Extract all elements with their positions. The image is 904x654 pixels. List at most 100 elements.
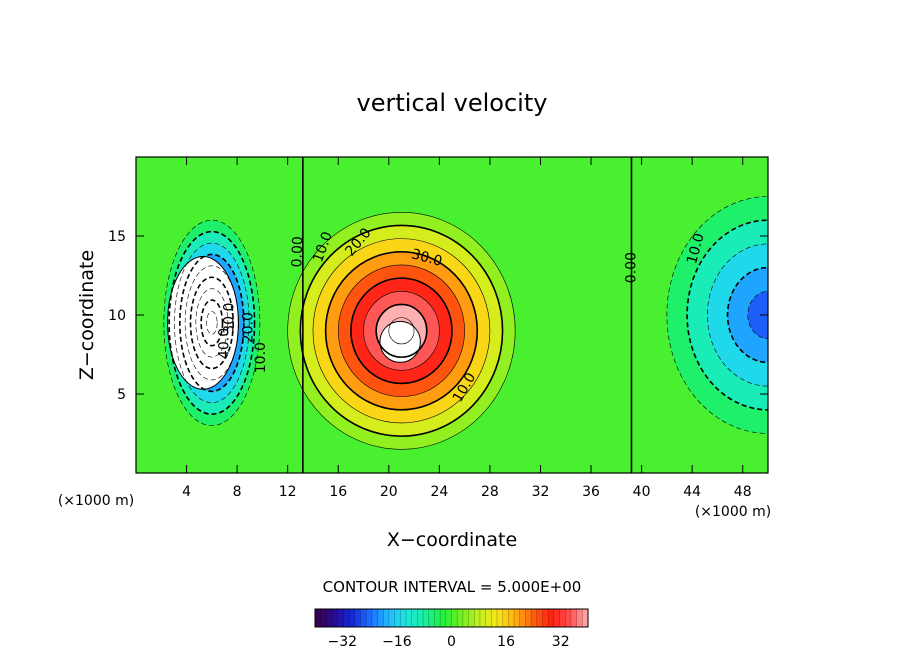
colorbar-segment bbox=[468, 609, 475, 627]
colorbar-segment bbox=[366, 609, 373, 627]
x-tick-label: 44 bbox=[683, 484, 701, 500]
colorbar-segment bbox=[371, 609, 379, 627]
colorbar-segment bbox=[360, 609, 367, 627]
colorbar-segment bbox=[485, 609, 492, 627]
contour-line bbox=[726, 266, 768, 364]
contour-line bbox=[206, 311, 218, 335]
contour-line bbox=[287, 211, 516, 450]
colorbar-tick-label: −32 bbox=[328, 634, 358, 650]
colorbar-segment bbox=[349, 609, 356, 627]
colorbar-segment bbox=[383, 609, 390, 627]
colorbar-segment bbox=[343, 609, 350, 627]
y-tick-label: 10 bbox=[108, 308, 126, 324]
x-axis-label: X−coordinate bbox=[387, 529, 517, 551]
colorbar-segment bbox=[434, 609, 441, 627]
colorbar-segment bbox=[497, 609, 504, 627]
y-axis-label: Z−coordinate bbox=[76, 250, 98, 380]
contour-label: 0.00 bbox=[623, 252, 639, 283]
colorbar-segment bbox=[377, 609, 384, 627]
colorbar-segment bbox=[337, 609, 345, 627]
colorbar-segment bbox=[451, 609, 458, 627]
colorbar-segment bbox=[320, 609, 327, 627]
colorbar-segment bbox=[519, 609, 527, 627]
x-tick-label: 8 bbox=[233, 484, 242, 500]
x-tick-label: 28 bbox=[481, 484, 499, 500]
contour-line bbox=[299, 224, 504, 437]
colorbar-segment bbox=[400, 609, 407, 627]
y-tick-label: 15 bbox=[108, 229, 126, 245]
colorbar-ticks: −32 −16 0 16 32 bbox=[328, 634, 570, 650]
x-tick-label: 48 bbox=[734, 484, 752, 500]
contour-line bbox=[686, 219, 768, 411]
colorbar-segment bbox=[474, 609, 481, 627]
colorbar-segment bbox=[462, 609, 470, 627]
colorbar-segment bbox=[502, 609, 509, 627]
colorbar-segment bbox=[388, 609, 396, 627]
colorbar-segment bbox=[326, 609, 333, 627]
colorbar-frame bbox=[314, 608, 589, 628]
colorbar-segment bbox=[423, 609, 430, 627]
contour-line bbox=[312, 238, 491, 424]
colorbar-segment bbox=[582, 609, 589, 627]
colorbar-segment bbox=[525, 609, 532, 627]
colorbar-segment bbox=[508, 609, 515, 627]
colorbar-segment bbox=[553, 609, 561, 627]
chart-title: vertical velocity bbox=[357, 89, 548, 117]
contour-line bbox=[375, 303, 428, 358]
colorbar-segment bbox=[542, 609, 549, 627]
colorbar-segment bbox=[570, 609, 578, 627]
contour-lines bbox=[163, 157, 768, 473]
x-tick-label: 4 bbox=[182, 484, 191, 500]
colorbar-segment bbox=[406, 609, 413, 627]
colorbar-segment bbox=[428, 609, 436, 627]
colorbar-segment bbox=[315, 609, 322, 627]
x-tick-label: 16 bbox=[329, 484, 347, 500]
blanked-region bbox=[379, 320, 421, 363]
colorbar-segment bbox=[491, 609, 498, 627]
colorbar-segment bbox=[536, 609, 544, 627]
contour-interval-label: CONTOUR INTERVAL = 5.000E+00 bbox=[323, 578, 582, 596]
contour-line bbox=[200, 299, 224, 347]
colorbar-segment bbox=[531, 609, 538, 627]
contour-line bbox=[168, 230, 256, 415]
contour-line bbox=[363, 290, 440, 371]
colorbar-segment bbox=[394, 609, 401, 627]
y-tick-label: 5 bbox=[117, 387, 126, 403]
contour-line bbox=[747, 291, 768, 339]
colorbar-tick-label: −16 bbox=[382, 634, 412, 650]
contour-label: 0.00 bbox=[289, 236, 306, 268]
colorbar-segment bbox=[457, 609, 464, 627]
contour-line bbox=[184, 265, 239, 381]
colorbar-tick-label: 0 bbox=[447, 634, 456, 650]
contour-line bbox=[388, 317, 415, 345]
colorbar-segment bbox=[445, 609, 453, 627]
x-unit-label: (×1000 m) bbox=[695, 504, 771, 520]
contour-line bbox=[174, 242, 250, 404]
contour-line bbox=[189, 276, 234, 370]
x-tick-label: 32 bbox=[532, 484, 550, 500]
contour-line bbox=[179, 253, 245, 393]
contour-line bbox=[337, 264, 465, 397]
x-axis: 4 8 12 16 20 24 28 32 36 40 44 48 bbox=[182, 157, 752, 500]
colorbar-segment bbox=[565, 609, 572, 627]
contour-line bbox=[163, 219, 261, 426]
contour-band bbox=[747, 291, 768, 339]
colorbar bbox=[314, 608, 589, 628]
contour-label: 10.0 bbox=[253, 342, 269, 373]
contour-label: 30.0 bbox=[410, 246, 444, 270]
contour-label: 40.0 bbox=[216, 328, 232, 359]
colorbar-segment bbox=[332, 609, 339, 627]
contour-label: 10.0 bbox=[684, 232, 708, 266]
colorbar-segment bbox=[514, 609, 521, 627]
contour-label: 20.0 bbox=[240, 312, 256, 343]
y-unit-label: (×1000 m) bbox=[58, 493, 134, 509]
contour-label: 30.0 bbox=[222, 303, 238, 334]
x-tick-label: 36 bbox=[582, 484, 600, 500]
colorbar-segment bbox=[559, 609, 566, 627]
x-tick-label: 20 bbox=[380, 484, 398, 500]
contour-fill bbox=[136, 157, 768, 473]
contour-line bbox=[666, 196, 768, 434]
colorbar-segment bbox=[354, 609, 362, 627]
colorbar-segment bbox=[440, 609, 447, 627]
